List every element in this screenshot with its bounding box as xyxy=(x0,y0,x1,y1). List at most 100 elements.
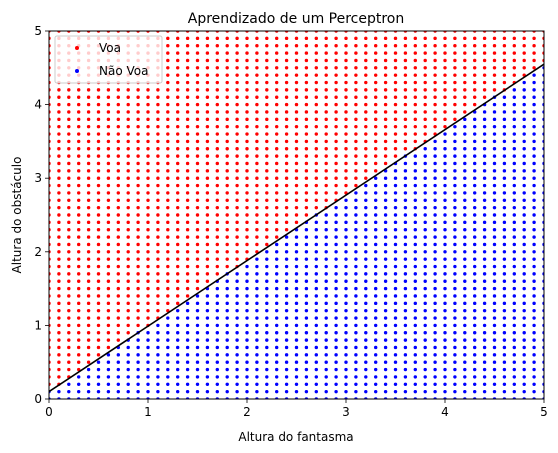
point-voa xyxy=(463,110,467,114)
point-voa xyxy=(215,58,219,63)
point-nao-voa xyxy=(463,242,467,247)
point-voa xyxy=(235,235,239,239)
point-voa xyxy=(215,228,219,232)
point-nao-voa xyxy=(324,213,328,217)
point-voa xyxy=(176,95,180,99)
point-voa xyxy=(205,198,210,202)
point-voa xyxy=(532,58,536,63)
point-nao-voa xyxy=(463,286,467,291)
point-voa xyxy=(294,154,299,158)
point-voa xyxy=(245,213,249,217)
point-nao-voa xyxy=(225,279,229,283)
point-nao-voa xyxy=(453,279,457,283)
point-voa xyxy=(522,51,526,55)
point-voa xyxy=(265,147,269,151)
point-nao-voa xyxy=(532,360,536,364)
point-nao-voa xyxy=(453,205,457,210)
point-voa xyxy=(57,250,61,254)
point-voa xyxy=(126,117,130,122)
point-nao-voa xyxy=(492,147,497,151)
point-nao-voa xyxy=(492,176,497,180)
point-nao-voa xyxy=(146,382,150,386)
point-nao-voa xyxy=(522,367,526,372)
point-voa xyxy=(265,58,269,63)
point-nao-voa xyxy=(433,213,437,217)
point-voa xyxy=(156,264,160,269)
point-nao-voa xyxy=(185,323,190,328)
point-voa xyxy=(116,250,121,254)
point-voa xyxy=(176,183,180,188)
point-voa xyxy=(245,228,249,232)
point-voa xyxy=(166,58,170,63)
point-nao-voa xyxy=(185,338,190,342)
point-voa xyxy=(176,169,180,173)
point-voa xyxy=(106,301,111,306)
point-voa xyxy=(185,198,190,202)
point-voa xyxy=(433,36,437,41)
point-nao-voa xyxy=(433,367,437,372)
point-nao-voa xyxy=(334,294,338,298)
point-voa xyxy=(86,110,91,114)
point-nao-voa xyxy=(403,323,408,328)
point-nao-voa xyxy=(324,353,328,357)
point-nao-voa xyxy=(364,353,368,357)
point-nao-voa xyxy=(235,345,239,350)
point-voa xyxy=(67,301,71,306)
point-nao-voa xyxy=(443,147,447,151)
point-voa xyxy=(225,205,229,210)
point-voa xyxy=(77,176,81,180)
point-nao-voa xyxy=(492,250,497,254)
point-voa xyxy=(245,88,249,92)
point-voa xyxy=(106,161,111,166)
point-voa xyxy=(245,102,249,107)
point-voa xyxy=(195,139,200,144)
point-nao-voa xyxy=(532,124,536,129)
point-nao-voa xyxy=(284,264,289,269)
point-voa xyxy=(433,44,437,48)
point-voa xyxy=(146,264,150,269)
point-nao-voa xyxy=(453,228,457,232)
point-nao-voa xyxy=(245,316,249,320)
point-nao-voa xyxy=(512,161,516,166)
point-voa xyxy=(106,88,111,92)
point-nao-voa xyxy=(176,338,180,342)
point-nao-voa xyxy=(146,389,150,394)
point-nao-voa xyxy=(413,176,417,180)
point-voa xyxy=(294,51,299,55)
point-voa xyxy=(473,73,477,77)
point-nao-voa xyxy=(453,169,457,173)
point-nao-voa xyxy=(314,331,318,335)
point-nao-voa xyxy=(522,124,526,129)
point-voa xyxy=(304,132,309,136)
point-voa xyxy=(413,95,417,99)
point-nao-voa xyxy=(324,367,328,372)
point-nao-voa xyxy=(205,382,210,386)
point-nao-voa xyxy=(473,345,477,350)
point-voa xyxy=(423,66,427,70)
point-voa xyxy=(265,198,269,202)
point-nao-voa xyxy=(364,301,368,306)
point-voa xyxy=(205,44,210,48)
point-nao-voa xyxy=(354,242,358,247)
legend: Voa Não Voa xyxy=(54,35,163,84)
point-nao-voa xyxy=(374,294,378,298)
point-nao-voa xyxy=(502,250,507,254)
point-voa xyxy=(265,80,269,85)
point-voa xyxy=(77,102,81,107)
point-nao-voa xyxy=(255,367,259,372)
point-voa xyxy=(374,110,378,114)
point-voa xyxy=(106,286,111,291)
point-nao-voa xyxy=(255,279,259,283)
point-nao-voa xyxy=(403,308,408,313)
point-nao-voa xyxy=(225,360,229,364)
point-nao-voa xyxy=(492,323,497,328)
point-nao-voa xyxy=(512,257,516,261)
point-nao-voa xyxy=(502,235,507,239)
point-nao-voa xyxy=(502,353,507,357)
point-nao-voa xyxy=(225,286,229,291)
point-nao-voa xyxy=(265,272,269,276)
point-voa xyxy=(403,102,408,107)
point-voa xyxy=(166,117,170,122)
point-voa xyxy=(284,102,289,107)
point-nao-voa xyxy=(502,110,507,114)
